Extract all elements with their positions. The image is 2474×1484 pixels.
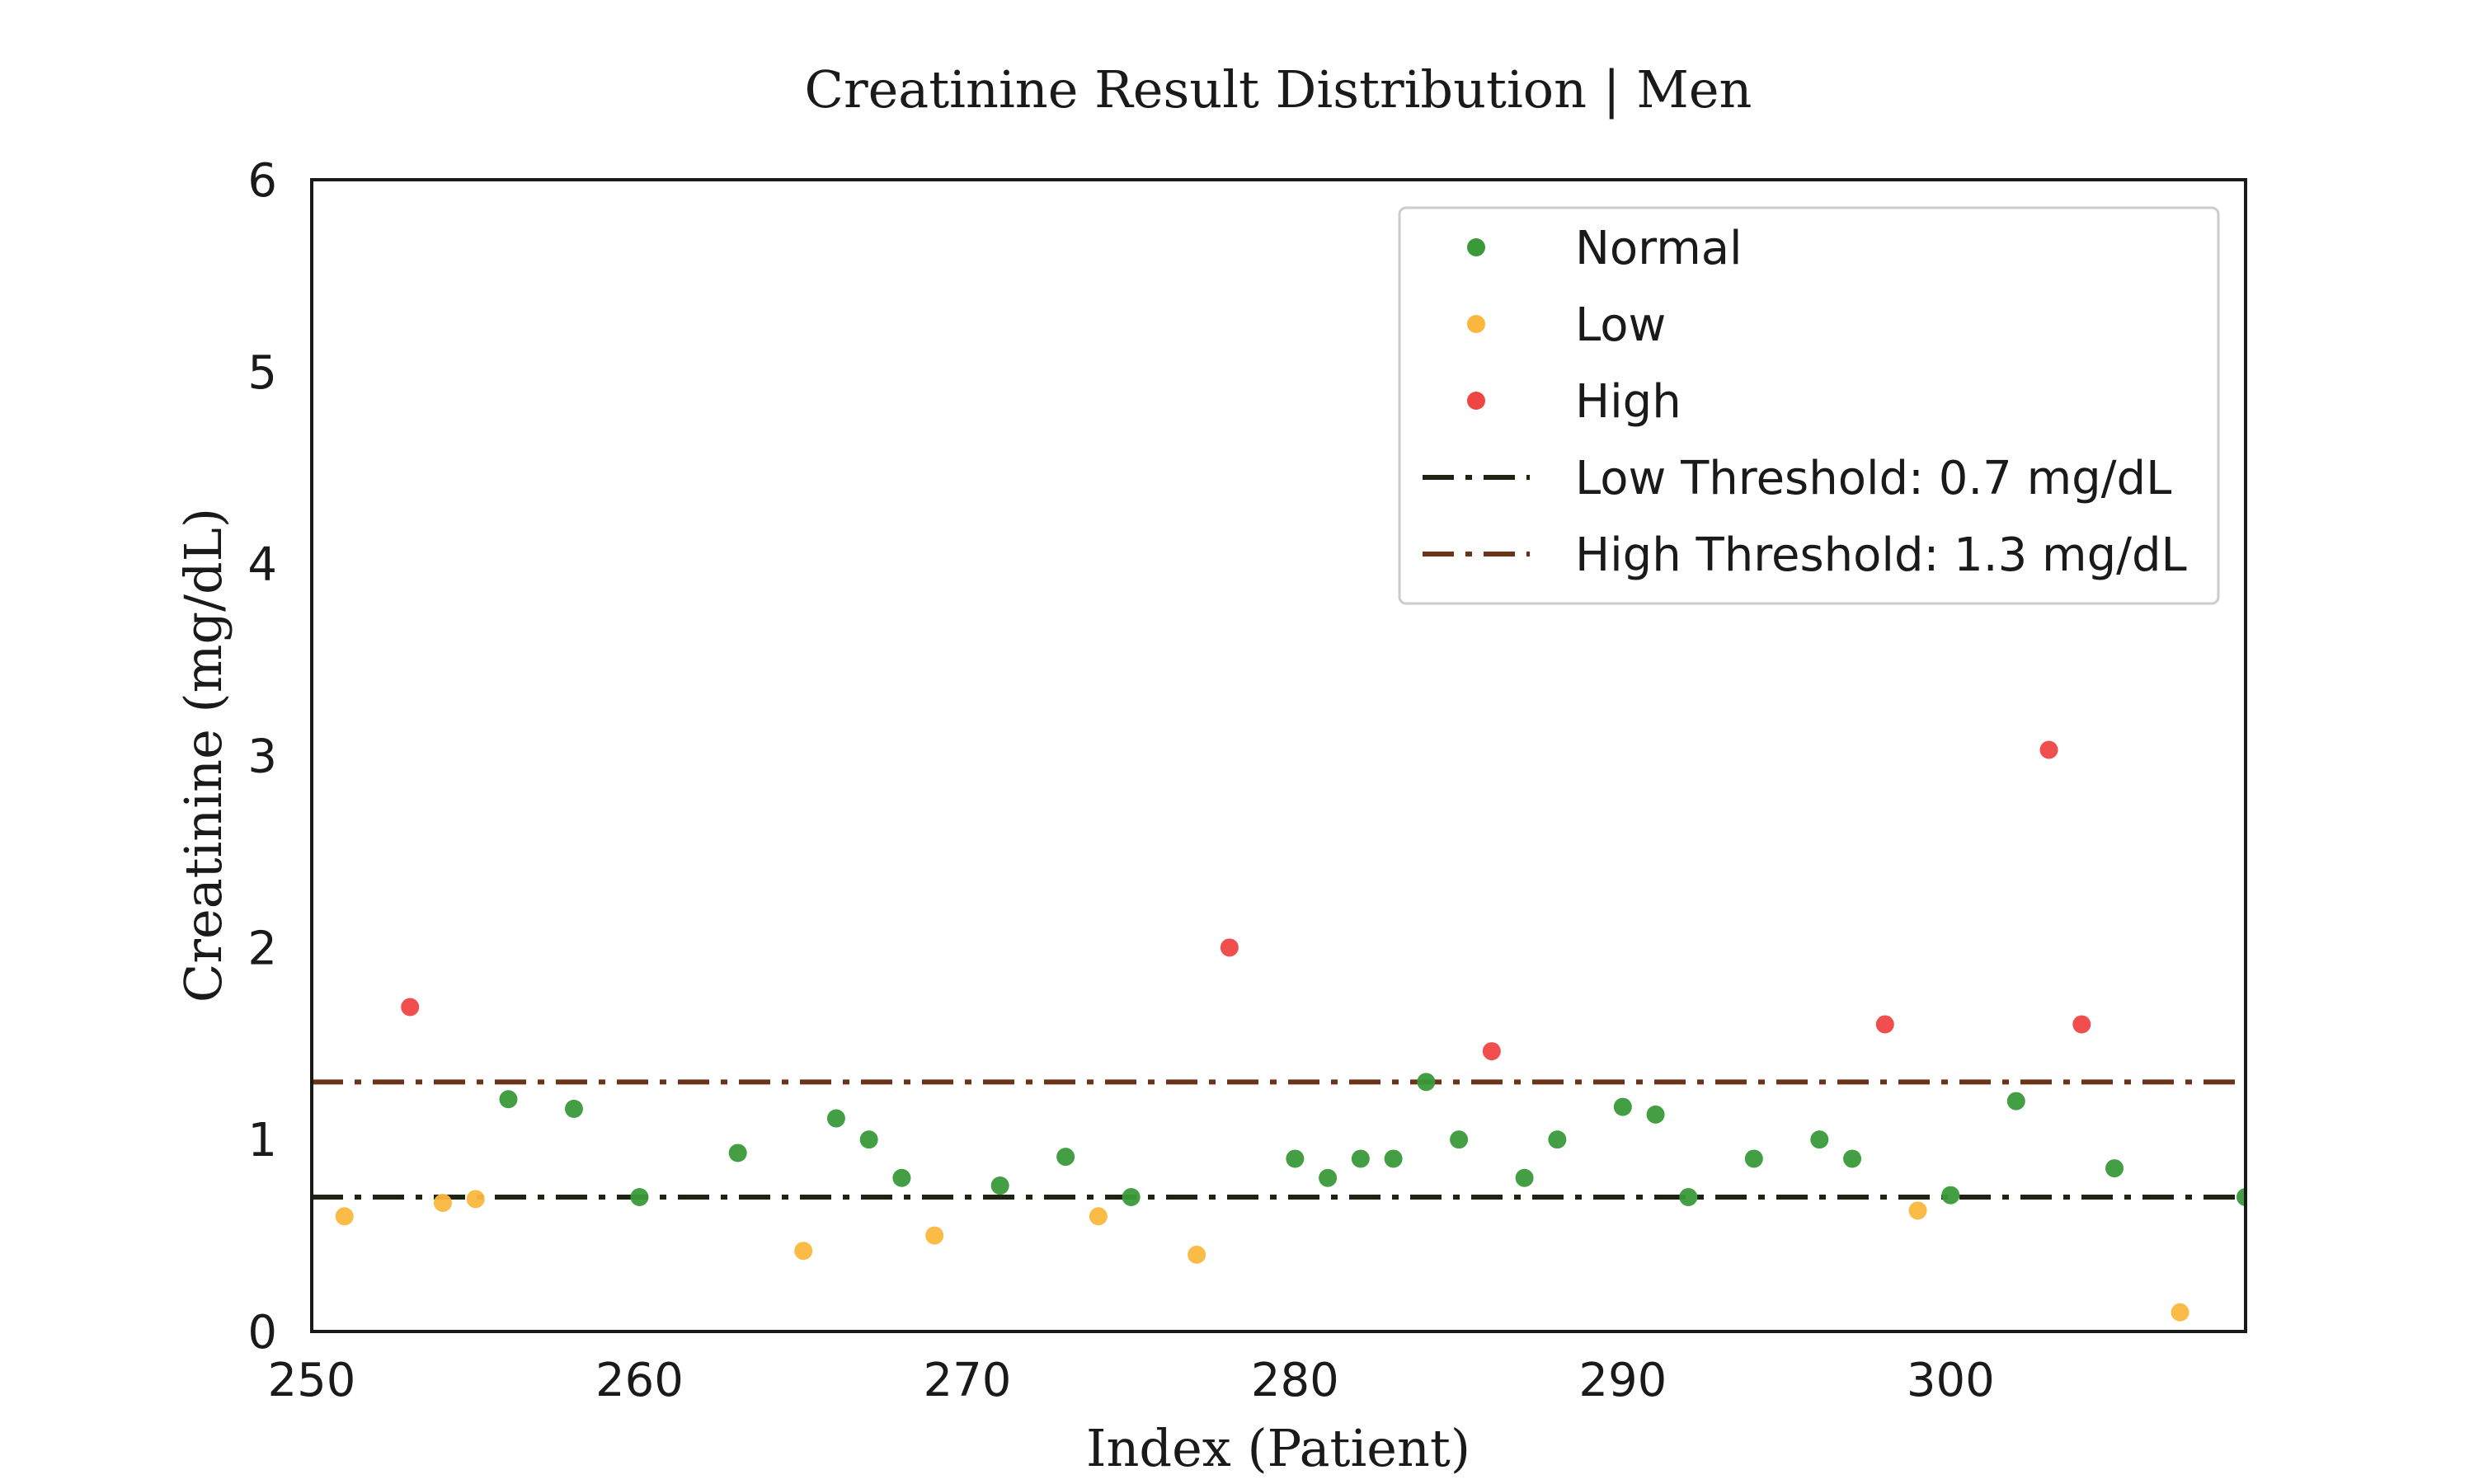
point-normal-17: [1548, 1130, 1567, 1149]
data-points: [335, 740, 2246, 1322]
legend-label-3: Low Threshold: 0.7 mg/dL: [1575, 452, 2171, 505]
point-high-4: [2039, 740, 2058, 759]
y-axis-ticks: 0 1 2 3 4 5 6: [247, 154, 277, 1360]
y-tick-label-1: 1: [247, 1114, 277, 1167]
threshold-lines: [312, 1079, 2246, 1200]
point-normal-3: [728, 1144, 747, 1162]
point-low-2: [466, 1190, 485, 1209]
point-low-0: [335, 1207, 354, 1226]
point-normal-21: [1744, 1149, 1763, 1168]
point-normal-5: [859, 1130, 878, 1149]
y-tick-label-2: 2: [247, 922, 277, 975]
y-tick-label-4: 4: [247, 538, 277, 592]
legend-label-0: Normal: [1575, 222, 1743, 275]
point-normal-24: [1941, 1186, 1960, 1205]
x-tick-label-5: 300: [1907, 1354, 1995, 1407]
point-low-3: [794, 1242, 813, 1261]
point-normal-9: [1122, 1188, 1141, 1207]
legend-marker-low: [1467, 315, 1485, 333]
x-tick-label-2: 270: [923, 1354, 1011, 1407]
chart-title: Creatinine Result Distribution | Men: [805, 59, 1752, 120]
legend-label-2: High: [1575, 375, 1681, 429]
point-normal-4: [826, 1109, 845, 1128]
point-low-7: [1908, 1201, 1927, 1220]
x-tick-label-3: 280: [1251, 1354, 1339, 1407]
legend-marker-normal: [1467, 238, 1485, 256]
point-low-8: [2171, 1303, 2189, 1322]
x-tick-label-0: 250: [268, 1354, 356, 1407]
point-normal-25: [2006, 1092, 2025, 1111]
point-normal-7: [990, 1176, 1009, 1195]
point-normal-18: [1613, 1097, 1632, 1116]
point-normal-1: [564, 1099, 583, 1118]
point-low-1: [433, 1194, 452, 1213]
point-normal-19: [1646, 1105, 1665, 1124]
point-high-2: [1482, 1042, 1501, 1061]
legend: Normal Low High Low Threshold: 0.7 mg/dL Hig…: [1398, 206, 2220, 605]
y-tick-label-3: 3: [247, 730, 277, 784]
y-tick-label-0: 0: [247, 1306, 277, 1360]
y-tick-label-5: 5: [247, 346, 277, 400]
legend-label-4: High Threshold: 1.3 mg/dL: [1575, 528, 2187, 582]
x-axis-ticks: 250 260 270 280 290 300: [268, 1354, 1995, 1407]
legend-box: [1398, 206, 2220, 605]
point-normal-2: [630, 1188, 649, 1207]
point-normal-22: [1810, 1130, 1829, 1149]
x-tick-label-4: 290: [1578, 1354, 1667, 1407]
x-axis-label: Index (Patient): [1086, 1418, 1470, 1478]
point-low-6: [1188, 1245, 1206, 1264]
point-low-5: [1089, 1207, 1108, 1226]
point-normal-23: [1843, 1149, 1862, 1168]
point-high-5: [2072, 1015, 2091, 1034]
point-normal-6: [892, 1168, 911, 1187]
point-normal-11: [1319, 1168, 1338, 1187]
point-normal-16: [1515, 1168, 1534, 1187]
point-normal-0: [499, 1090, 518, 1109]
point-normal-10: [1286, 1149, 1305, 1168]
point-normal-13: [1384, 1149, 1403, 1168]
point-normal-15: [1450, 1130, 1469, 1149]
point-normal-8: [1056, 1148, 1075, 1167]
point-high-1: [1220, 938, 1239, 957]
x-tick-label-1: 260: [595, 1354, 684, 1407]
point-low-4: [925, 1226, 944, 1245]
legend-marker-high: [1467, 392, 1485, 410]
legend-label-1: Low: [1575, 298, 1666, 352]
point-normal-20: [1679, 1188, 1698, 1207]
point-normal-14: [1417, 1073, 1436, 1092]
plot-frame: [310, 178, 2247, 1333]
point-normal-27: [2236, 1188, 2246, 1207]
point-high-0: [401, 998, 420, 1017]
y-tick-label-6: 6: [247, 154, 277, 208]
y-axis-label: Creatinine (mg/dL): [173, 508, 233, 1003]
point-normal-12: [1351, 1149, 1370, 1168]
point-normal-26: [2105, 1159, 2124, 1178]
point-high-3: [1875, 1015, 1894, 1034]
